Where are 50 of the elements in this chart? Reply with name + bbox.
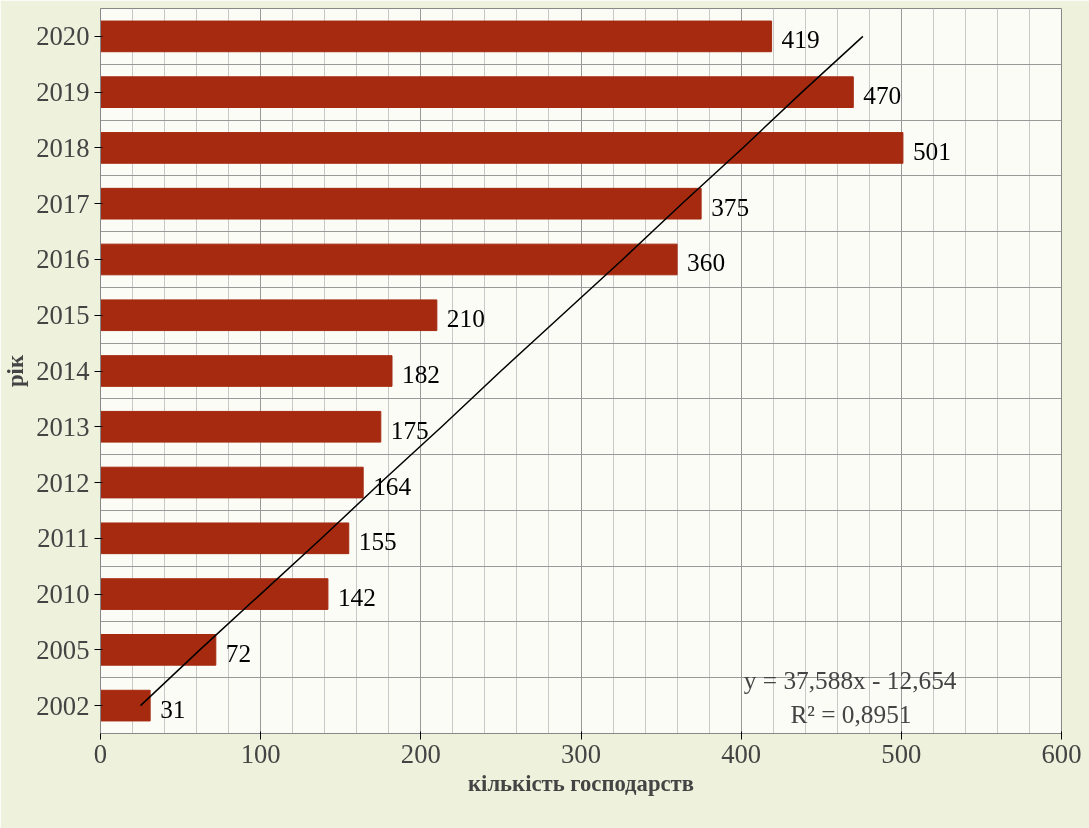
bar	[100, 187, 702, 220]
bar	[100, 76, 854, 108]
x-tick-label: 0	[93, 738, 108, 769]
bar	[100, 522, 350, 555]
bar	[100, 410, 382, 443]
y-tick-label: 2020	[36, 21, 90, 52]
x-tick-label: 400	[721, 738, 762, 769]
bar	[100, 355, 393, 387]
x-tick-label: 600	[1041, 738, 1082, 769]
annotation: y = 37,588x - 12,654	[743, 665, 957, 694]
bar	[100, 689, 151, 722]
bar	[100, 299, 438, 332]
data-label: 31	[160, 694, 186, 723]
bar	[100, 466, 364, 499]
x-tick-label: 100	[240, 738, 281, 769]
annotation: R² = 0,8951	[790, 699, 912, 728]
bar	[100, 578, 329, 610]
bar	[100, 243, 678, 276]
y-tick-label: 2013	[36, 411, 90, 442]
data-label: 375	[711, 192, 750, 221]
x-tick-label: 200	[400, 738, 441, 769]
data-label: 360	[687, 248, 726, 277]
x-axis-title: кількість господарств	[468, 770, 694, 796]
data-label: 182	[402, 360, 440, 388]
data-label: 142	[337, 583, 376, 612]
y-tick-label: 2019	[36, 77, 90, 108]
data-label: 501	[912, 136, 951, 165]
y-tick-label: 2016	[36, 244, 90, 275]
y-tick-label: 2005	[36, 634, 90, 665]
y-tick-label: 2014	[36, 356, 90, 386]
data-label: 419	[781, 25, 820, 54]
y-axis-title: рік	[3, 354, 29, 387]
bar	[100, 634, 217, 666]
y-tick-label: 2012	[36, 467, 90, 498]
data-label: 164	[373, 471, 412, 500]
data-label: 210	[446, 304, 485, 333]
x-tick-label: 500	[881, 738, 922, 769]
x-tick-label: 300	[561, 738, 601, 769]
data-label: 175	[390, 415, 429, 444]
data-label: 155	[358, 527, 397, 556]
y-tick-label: 2017	[36, 188, 90, 219]
y-tick-label: 2018	[36, 132, 90, 163]
data-label: 470	[863, 81, 902, 110]
data-label: 72	[225, 638, 252, 667]
y-tick-label: 2011	[37, 523, 90, 554]
y-tick-label: 2015	[36, 300, 90, 331]
y-tick-label: 2010	[36, 579, 90, 610]
bar	[100, 132, 904, 164]
bar	[100, 20, 773, 53]
y-tick-label: 2002	[36, 690, 90, 721]
